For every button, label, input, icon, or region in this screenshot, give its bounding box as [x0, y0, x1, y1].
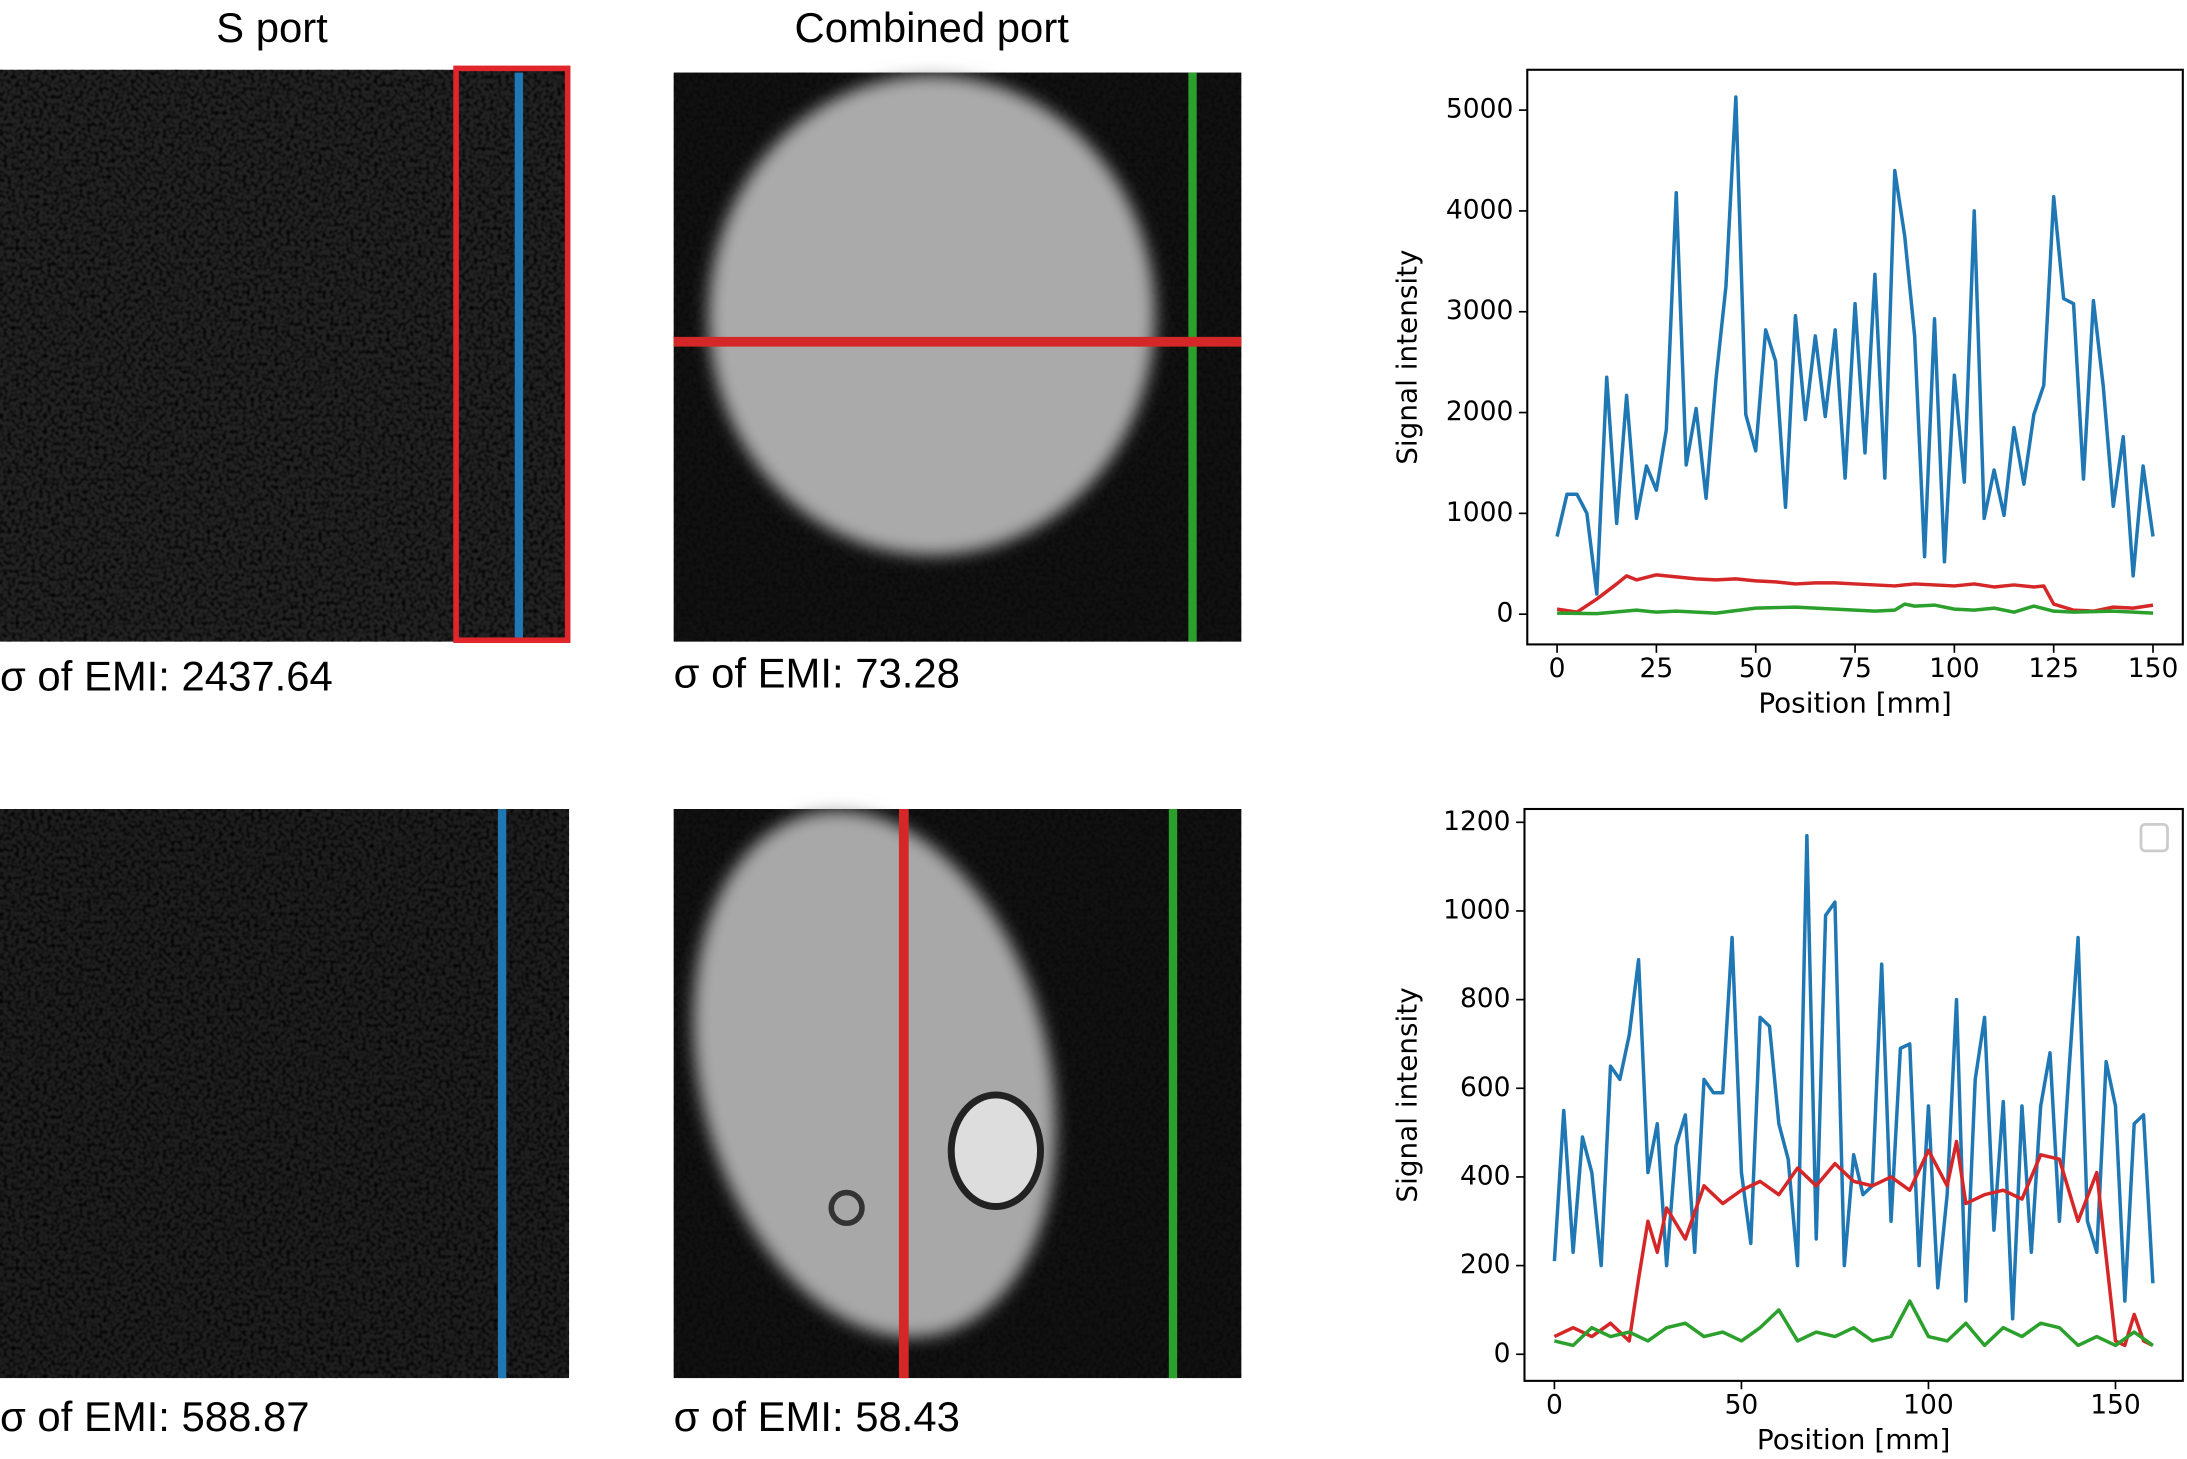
s-port-image [0, 65, 571, 644]
legend-box [2139, 822, 2169, 853]
x-tick-label: 75 [1838, 653, 1872, 684]
y-tick-label: 0 [1494, 1338, 1511, 1369]
x-tick-label: 150 [2090, 1389, 2141, 1420]
x-tick-label: 150 [2128, 653, 2179, 684]
series-line [1555, 95, 2155, 596]
x-axis-label: Position [mm] [1757, 1423, 1950, 1456]
emi-label: σ of EMI: 58.43 [674, 1393, 960, 1440]
y-axis-label: Signal intensity [1391, 987, 1424, 1202]
x-tick-label: 0 [1549, 653, 1566, 684]
y-tick-label: 3000 [1446, 295, 1513, 326]
y-tick-label: 200 [1460, 1249, 1511, 1280]
x-tick-label: 100 [1903, 1389, 1954, 1420]
y-tick-label: 600 [1460, 1072, 1511, 1103]
x-axis-label: Position [mm] [1758, 686, 1951, 719]
y-tick-label: 800 [1460, 983, 1511, 1014]
series-line [1552, 833, 2155, 1321]
emi-label: σ of EMI: 588.87 [0, 1393, 309, 1440]
plot-frame [1526, 68, 2184, 646]
combined-port-image [673, 809, 1242, 1379]
y-axis-label: Signal intensity [1391, 249, 1424, 464]
y-tick-label: 4000 [1446, 194, 1513, 225]
y-tick-label: 1000 [1446, 497, 1513, 528]
y-tick-label: 5000 [1446, 94, 1513, 125]
s-port-image [0, 809, 570, 1379]
column-title: S port [216, 4, 328, 51]
series-line [1553, 1139, 2154, 1348]
combined-port-image [673, 72, 1242, 642]
y-tick-label: 400 [1460, 1160, 1511, 1191]
y-tick-label: 0 [1496, 598, 1513, 629]
y-tick-label: 2000 [1446, 396, 1513, 427]
x-tick-label: 50 [1739, 653, 1773, 684]
x-tick-label: 25 [1640, 653, 1674, 684]
emi-label: σ of EMI: 2437.64 [0, 652, 333, 699]
series-line [1557, 602, 2154, 616]
plot-frame [1523, 807, 2184, 1382]
series-line [1553, 1299, 2154, 1348]
y-tick-label: 1200 [1443, 806, 1510, 837]
x-tick-label: 0 [1546, 1389, 1563, 1420]
x-tick-label: 100 [1929, 653, 1980, 684]
emi-label: σ of EMI: 73.28 [674, 650, 960, 697]
y-tick-label: 1000 [1443, 894, 1510, 925]
series-line [1556, 573, 2154, 614]
x-tick-label: 50 [1725, 1389, 1759, 1420]
x-tick-label: 125 [2028, 653, 2079, 684]
column-title: Combined port [795, 4, 1070, 51]
